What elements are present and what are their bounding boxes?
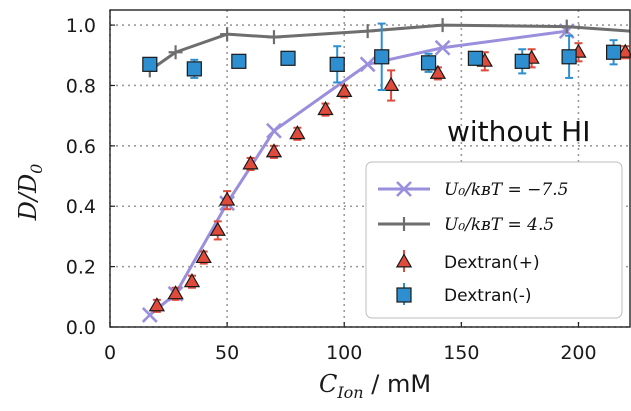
plot-frame — [109, 9, 631, 328]
legend-entry: U₀/kʙT = 4.5 — [378, 215, 554, 235]
square-marker — [396, 287, 412, 303]
triangle-marker — [218, 191, 236, 206]
triangle-marker — [429, 64, 447, 79]
legend-entry: U₀/kʙT = −7.5 — [378, 180, 568, 200]
plus-marker — [266, 30, 281, 45]
square-marker — [561, 49, 577, 65]
annotation-text: without HI — [447, 115, 590, 148]
x-tick-label: 50 — [215, 342, 239, 364]
y-tick-label: 0.4 — [66, 196, 96, 218]
triangle-marker — [336, 82, 353, 97]
series-line — [148, 23, 631, 72]
y-tick-label: 0.8 — [66, 75, 96, 97]
plus-marker — [397, 217, 411, 231]
triangle-marker — [265, 143, 283, 158]
legend: U₀/kʙT = −7.5 U₀/kʙT = 4.5 Dextran(+) Dextr… — [365, 161, 623, 319]
legend-label: U₀/kʙT = −7.5 — [444, 180, 568, 200]
axes-layer: 0 50 100 150 200 0.0 0.2 0.4 0.6 0.8 1.0 — [66, 9, 631, 364]
triangle-marker — [617, 43, 631, 58]
square-marker — [420, 55, 437, 71]
plus-marker — [220, 27, 235, 42]
series-layer — [141, 18, 631, 323]
x-marker — [396, 181, 412, 197]
svg-text:CIon / mM: CIon / mM — [319, 370, 431, 402]
triangle-marker — [382, 76, 400, 91]
legend-entry: Dextran(+) — [395, 250, 540, 273]
triangle-marker — [395, 253, 413, 268]
y-tick-label: 0.2 — [66, 257, 96, 279]
legend-box — [365, 161, 623, 319]
y-tick-label: 1.0 — [66, 15, 96, 37]
y-axis-label-sub: 0 — [27, 164, 46, 174]
series-1 — [142, 18, 631, 78]
plus-marker — [168, 45, 183, 60]
square-marker — [374, 49, 390, 65]
x-marker — [434, 39, 451, 56]
square-marker — [280, 50, 296, 66]
square-marker — [186, 61, 202, 77]
y-tick-label: 0.6 — [66, 136, 96, 158]
x-axis-label: CIon / mM — [319, 370, 431, 402]
series-3 — [142, 22, 622, 92]
x-axis-label-main: C — [319, 370, 337, 398]
legend-label: Dextran(+) — [444, 253, 540, 273]
triangle-marker — [209, 221, 226, 236]
x-marker — [266, 122, 282, 139]
square-marker — [514, 53, 530, 69]
square-marker — [329, 56, 345, 72]
triangle-marker — [242, 155, 259, 170]
triangle-marker — [195, 248, 212, 264]
y-axis-label-main: D/D — [14, 174, 42, 222]
y-tick-label: 0.0 — [66, 317, 96, 339]
x-axis-label-unit: / mM — [364, 370, 431, 398]
square-marker — [467, 50, 484, 66]
series-2 — [148, 42, 631, 313]
legend-entry: Dextran(-) — [396, 283, 532, 306]
plus-marker — [360, 24, 375, 39]
x-marker — [359, 56, 376, 73]
triangle-marker — [289, 125, 306, 140]
legend-label: Dextran(-) — [444, 286, 532, 306]
x-tick-label: 200 — [560, 342, 596, 364]
triangle-marker — [317, 100, 334, 116]
x-axis-label-sub: Ion — [336, 383, 363, 402]
triangle-marker — [148, 297, 166, 312]
x-tick-label: 150 — [443, 342, 479, 364]
plus-marker — [435, 18, 450, 33]
plus-marker — [559, 19, 574, 34]
svg-text:D/D0: D/D0 — [14, 164, 46, 222]
legend-label: U₀/kʙT = 4.5 — [444, 215, 554, 235]
square-marker — [606, 44, 622, 60]
x-tick-label: 0 — [104, 342, 116, 364]
triangle-marker — [167, 285, 184, 300]
square-marker — [142, 56, 158, 72]
triangle-marker — [183, 273, 201, 288]
x-tick-label: 100 — [326, 342, 362, 364]
square-marker — [231, 53, 247, 69]
y-axis-label: D/D0 — [14, 164, 46, 222]
